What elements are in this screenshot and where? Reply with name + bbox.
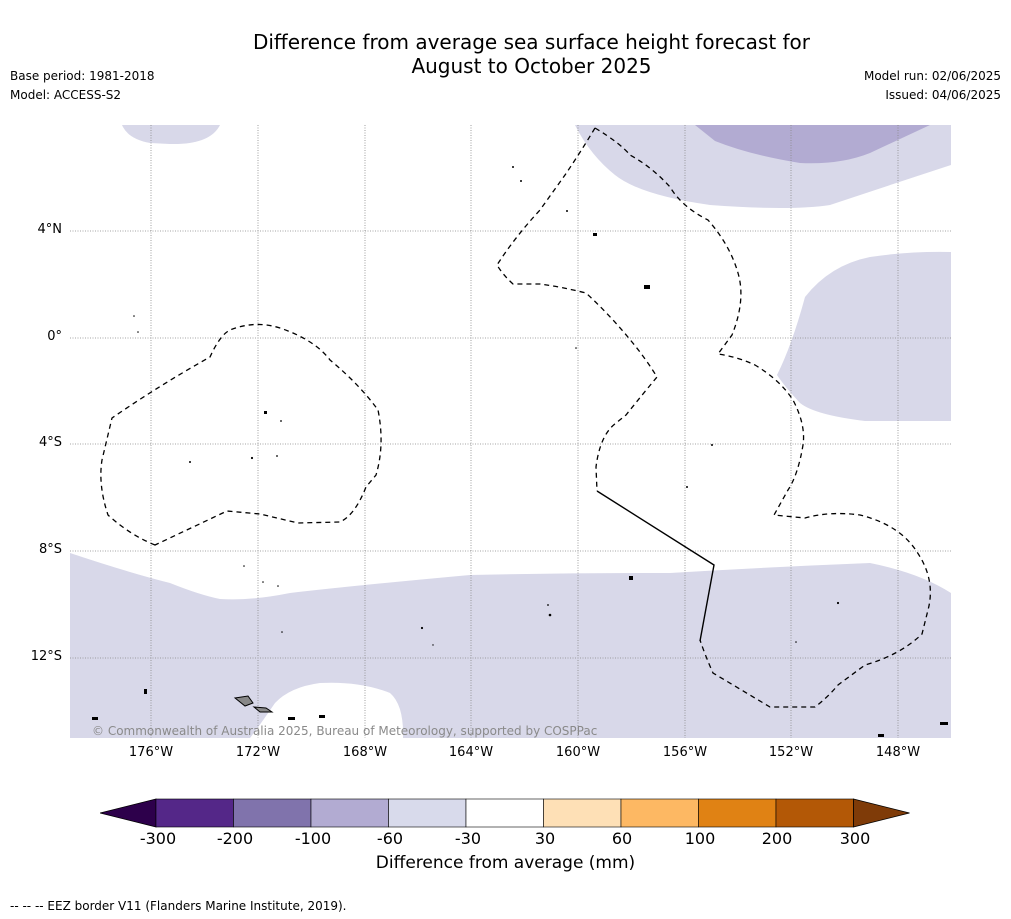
region-east: [777, 251, 951, 421]
colorbar-segment: [233, 798, 312, 828]
colorbar-tick-label: 30: [534, 829, 556, 848]
lat-tick-label: 0°: [47, 329, 62, 344]
samoa-island-east: [252, 706, 274, 713]
lon-tick-label: 156°W: [662, 745, 708, 760]
lat-tick-label: 8°S: [38, 542, 62, 557]
map-svg: [70, 125, 951, 738]
issued-date: Issued: 04/06/2025: [885, 88, 1001, 102]
meta-right: Model run: 02/06/2025 Issued: 04/06/2025: [864, 67, 1001, 105]
region-south: [70, 553, 951, 738]
colorbar-tick-label: 60: [611, 829, 633, 848]
eez-solid-boundary: [596, 490, 715, 642]
model-run: Model run: 02/06/2025: [863, 69, 1001, 83]
eez-footnote: -- -- -- EEZ border V11 (Flanders Marine…: [10, 899, 347, 913]
colorbar-segment: [388, 798, 467, 828]
chart-title: Difference from average sea surface heig…: [0, 30, 1011, 78]
colorbar-extension-low: [99, 798, 157, 828]
colorbar-segment: [620, 798, 699, 828]
colorbar-tick-label: 100: [684, 829, 716, 848]
colorbar-segment: [775, 798, 854, 828]
colorbar-title: Difference from average (mm): [375, 853, 636, 873]
colorbar-tick-label: 200: [761, 829, 793, 848]
eez-kiribati-line-north: [496, 127, 658, 492]
copyright-notice: © Commonwealth of Australia 2025, Bureau…: [92, 724, 598, 738]
colorbar-segment: [465, 798, 544, 828]
model-name: Model: ACCESS-S2: [10, 88, 122, 102]
colorbar-tick-label: -300: [139, 829, 177, 848]
lon-tick-label: 152°W: [768, 745, 814, 760]
title-line-1: Difference from average sea surface heig…: [252, 30, 811, 54]
lat-tick-label: 4°N: [37, 222, 63, 237]
map-panel: [70, 125, 951, 738]
eez-kiribati-line: [594, 127, 931, 708]
lat-tick-label: 12°S: [30, 649, 62, 664]
islands: [92, 166, 948, 737]
colorbar-extension-high: [853, 798, 910, 828]
colorbar-segment: [310, 798, 389, 828]
colorbar: [99, 798, 912, 828]
meta-left: Base period: 1981-2018 Model: ACCESS-S2: [10, 67, 155, 105]
colorbar-svg: [99, 798, 910, 828]
lon-tick-label: 172°W: [235, 745, 281, 760]
colorbar-segment: [155, 798, 234, 828]
anomaly-regions: [70, 125, 951, 738]
colorbar-tick-label: -30: [454, 829, 482, 848]
eez-kiribati-phoenix: [100, 323, 382, 546]
graticule: [70, 125, 951, 738]
base-period: Base period: 1981-2018: [10, 69, 155, 83]
lon-tick-label: 164°W: [448, 745, 494, 760]
colorbar-segment: [698, 798, 777, 828]
lon-tick-label: 160°W: [555, 745, 601, 760]
colorbar-tick-label: -100: [294, 829, 332, 848]
lon-tick-label: 148°W: [875, 745, 921, 760]
lat-tick-label: 4°S: [38, 435, 62, 450]
colorbar-tick-label: -200: [216, 829, 254, 848]
title-line-2: August to October 2025: [411, 54, 652, 78]
eez-borders: [100, 127, 931, 708]
lon-tick-label: 176°W: [128, 745, 174, 760]
colorbar-tick-label: -60: [376, 829, 404, 848]
lon-tick-label: 168°W: [342, 745, 388, 760]
colorbar-tick-label: 300: [839, 829, 871, 848]
region-top-left: [122, 125, 220, 145]
region-top-right-dark: [695, 125, 930, 164]
samoa-island: [233, 695, 254, 707]
colorbar-segment: [543, 798, 622, 828]
